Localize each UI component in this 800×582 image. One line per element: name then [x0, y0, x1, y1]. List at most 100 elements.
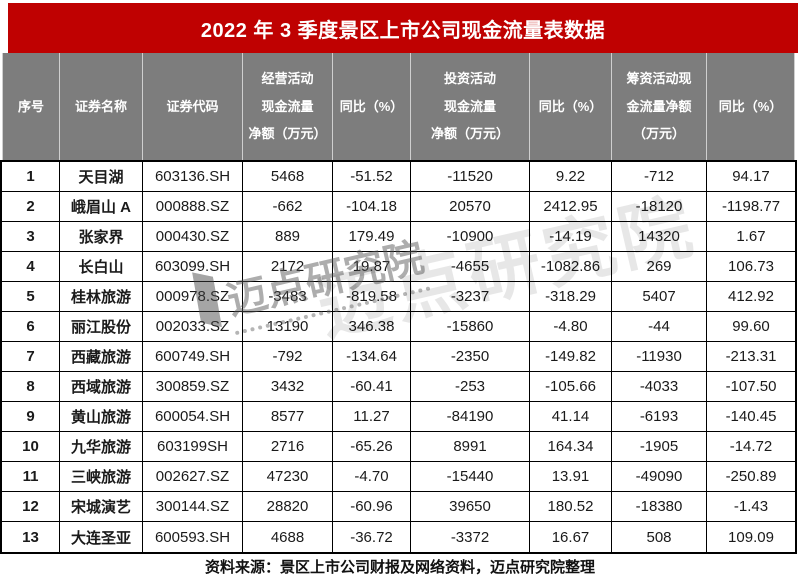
cell-financing-cashflow: -44: [612, 312, 707, 342]
cell-security-name: 丽江股份: [60, 312, 143, 342]
column-header-financing-yoy: 同比（%）: [707, 53, 795, 160]
cell-serial-number: 11: [2, 462, 60, 492]
cell-operating-yoy: 19.87: [333, 252, 411, 282]
cell-security-name: 三峡旅游: [60, 462, 143, 492]
cell-investing-cashflow: -253: [411, 372, 530, 402]
cell-financing-cashflow: -1905: [612, 432, 707, 462]
cell-serial-number: 9: [2, 402, 60, 432]
cell-investing-yoy: -1082.86: [530, 252, 612, 282]
cell-security-code: 300859.SZ: [143, 372, 243, 402]
column-header-security-name: 证券名称: [60, 53, 143, 160]
cell-operating-yoy: -134.64: [333, 342, 411, 372]
column-header-financing-cashflow: 筹资活动现 金流量净额 （万元）: [612, 53, 707, 160]
cell-investing-cashflow: -84190: [411, 402, 530, 432]
cell-operating-yoy: -4.70: [333, 462, 411, 492]
cell-operating-cashflow: 13190: [243, 312, 333, 342]
cell-security-code: 603099.SH: [143, 252, 243, 282]
column-header-security-code: 证券代码: [143, 53, 243, 160]
cell-operating-cashflow: 47230: [243, 462, 333, 492]
cell-serial-number: 4: [2, 252, 60, 282]
cell-investing-yoy: -318.29: [530, 282, 612, 312]
cell-financing-yoy: -140.45: [707, 402, 795, 432]
cell-financing-cashflow: -18380: [612, 492, 707, 522]
cell-operating-yoy: 179.49: [333, 222, 411, 252]
cell-serial-number: 1: [2, 162, 60, 192]
cell-serial-number: 3: [2, 222, 60, 252]
cell-serial-number: 8: [2, 372, 60, 402]
cell-financing-yoy: -250.89: [707, 462, 795, 492]
cell-operating-cashflow: 8577: [243, 402, 333, 432]
cell-security-code: 000888.SZ: [143, 192, 243, 222]
cell-investing-yoy: -4.80: [530, 312, 612, 342]
cell-serial-number: 13: [2, 522, 60, 552]
cell-serial-number: 12: [2, 492, 60, 522]
cell-operating-cashflow: 4688: [243, 522, 333, 552]
cell-financing-cashflow: 269: [612, 252, 707, 282]
cell-investing-cashflow: -2350: [411, 342, 530, 372]
cell-financing-cashflow: -11930: [612, 342, 707, 372]
cell-operating-cashflow: 889: [243, 222, 333, 252]
cell-security-code: 603199SH: [143, 432, 243, 462]
cell-investing-cashflow: -15860: [411, 312, 530, 342]
cell-financing-yoy: -14.72: [707, 432, 795, 462]
cell-investing-yoy: -149.82: [530, 342, 612, 372]
cell-security-code: 000978.SZ: [143, 282, 243, 312]
cell-investing-yoy: -14.19: [530, 222, 612, 252]
table-body: 1 天目湖 603136.SH 5468 -51.52 -11520 9.22 …: [0, 160, 797, 554]
cell-investing-yoy: 9.22: [530, 162, 612, 192]
cell-security-code: 600054.SH: [143, 402, 243, 432]
cell-financing-cashflow: -4033: [612, 372, 707, 402]
cell-investing-cashflow: -4655: [411, 252, 530, 282]
cell-financing-cashflow: -6193: [612, 402, 707, 432]
cell-financing-yoy: -213.31: [707, 342, 795, 372]
cell-security-name: 张家界: [60, 222, 143, 252]
cell-security-code: 600593.SH: [143, 522, 243, 552]
cell-investing-cashflow: -11520: [411, 162, 530, 192]
cell-investing-yoy: 180.52: [530, 492, 612, 522]
cell-security-name: 天目湖: [60, 162, 143, 192]
cell-operating-yoy: -819.58: [333, 282, 411, 312]
cell-security-name: 峨眉山 A: [60, 192, 143, 222]
column-header-investing-yoy: 同比（%）: [530, 53, 612, 160]
source-note: 资料来源：景区上市公司财报及网络资料，迈点研究院整理: [204, 559, 595, 576]
cell-operating-cashflow: 2172: [243, 252, 333, 282]
cell-serial-number: 7: [2, 342, 60, 372]
cell-financing-yoy: 106.73: [707, 252, 795, 282]
cell-investing-yoy: 2412.95: [530, 192, 612, 222]
cell-security-code: 603136.SH: [143, 162, 243, 192]
cell-investing-yoy: 164.34: [530, 432, 612, 462]
cell-operating-cashflow: 3432: [243, 372, 333, 402]
cell-security-code: 300144.SZ: [143, 492, 243, 522]
cell-operating-yoy: -60.41: [333, 372, 411, 402]
cell-security-code: 600749.SH: [143, 342, 243, 372]
cell-operating-cashflow: 5468: [243, 162, 333, 192]
cell-operating-yoy: 11.27: [333, 402, 411, 432]
cell-financing-cashflow: 508: [612, 522, 707, 552]
cell-operating-cashflow: -792: [243, 342, 333, 372]
cell-security-name: 大连圣亚: [60, 522, 143, 552]
cell-financing-cashflow: 14320: [612, 222, 707, 252]
cell-security-code: 002033.SZ: [143, 312, 243, 342]
cell-operating-yoy: -51.52: [333, 162, 411, 192]
cell-security-code: 002627.SZ: [143, 462, 243, 492]
cell-operating-cashflow: -3483: [243, 282, 333, 312]
cell-investing-cashflow: -3372: [411, 522, 530, 552]
cell-financing-yoy: 412.92: [707, 282, 795, 312]
cell-serial-number: 2: [2, 192, 60, 222]
cell-financing-cashflow: 5407: [612, 282, 707, 312]
cell-investing-cashflow: 39650: [411, 492, 530, 522]
cell-financing-yoy: 1.67: [707, 222, 795, 252]
table-title: 2022 年 3 季度景区上市公司现金流量表数据: [8, 3, 798, 53]
cell-financing-yoy: -1198.77: [707, 192, 795, 222]
cell-security-name: 宋城演艺: [60, 492, 143, 522]
cell-serial-number: 6: [2, 312, 60, 342]
cell-serial-number: 10: [2, 432, 60, 462]
cell-security-code: 000430.SZ: [143, 222, 243, 252]
cell-financing-yoy: -107.50: [707, 372, 795, 402]
cell-investing-cashflow: -10900: [411, 222, 530, 252]
table-header-row: 序号 证券名称 证券代码 经营活动 现金流量 净额（万元） 同比（%） 投资活动…: [2, 53, 795, 160]
cell-security-name: 桂林旅游: [60, 282, 143, 312]
cell-investing-yoy: 13.91: [530, 462, 612, 492]
cashflow-table: 序号 证券名称 证券代码 经营活动 现金流量 净额（万元） 同比（%） 投资活动…: [0, 53, 797, 554]
cell-operating-cashflow: 2716: [243, 432, 333, 462]
